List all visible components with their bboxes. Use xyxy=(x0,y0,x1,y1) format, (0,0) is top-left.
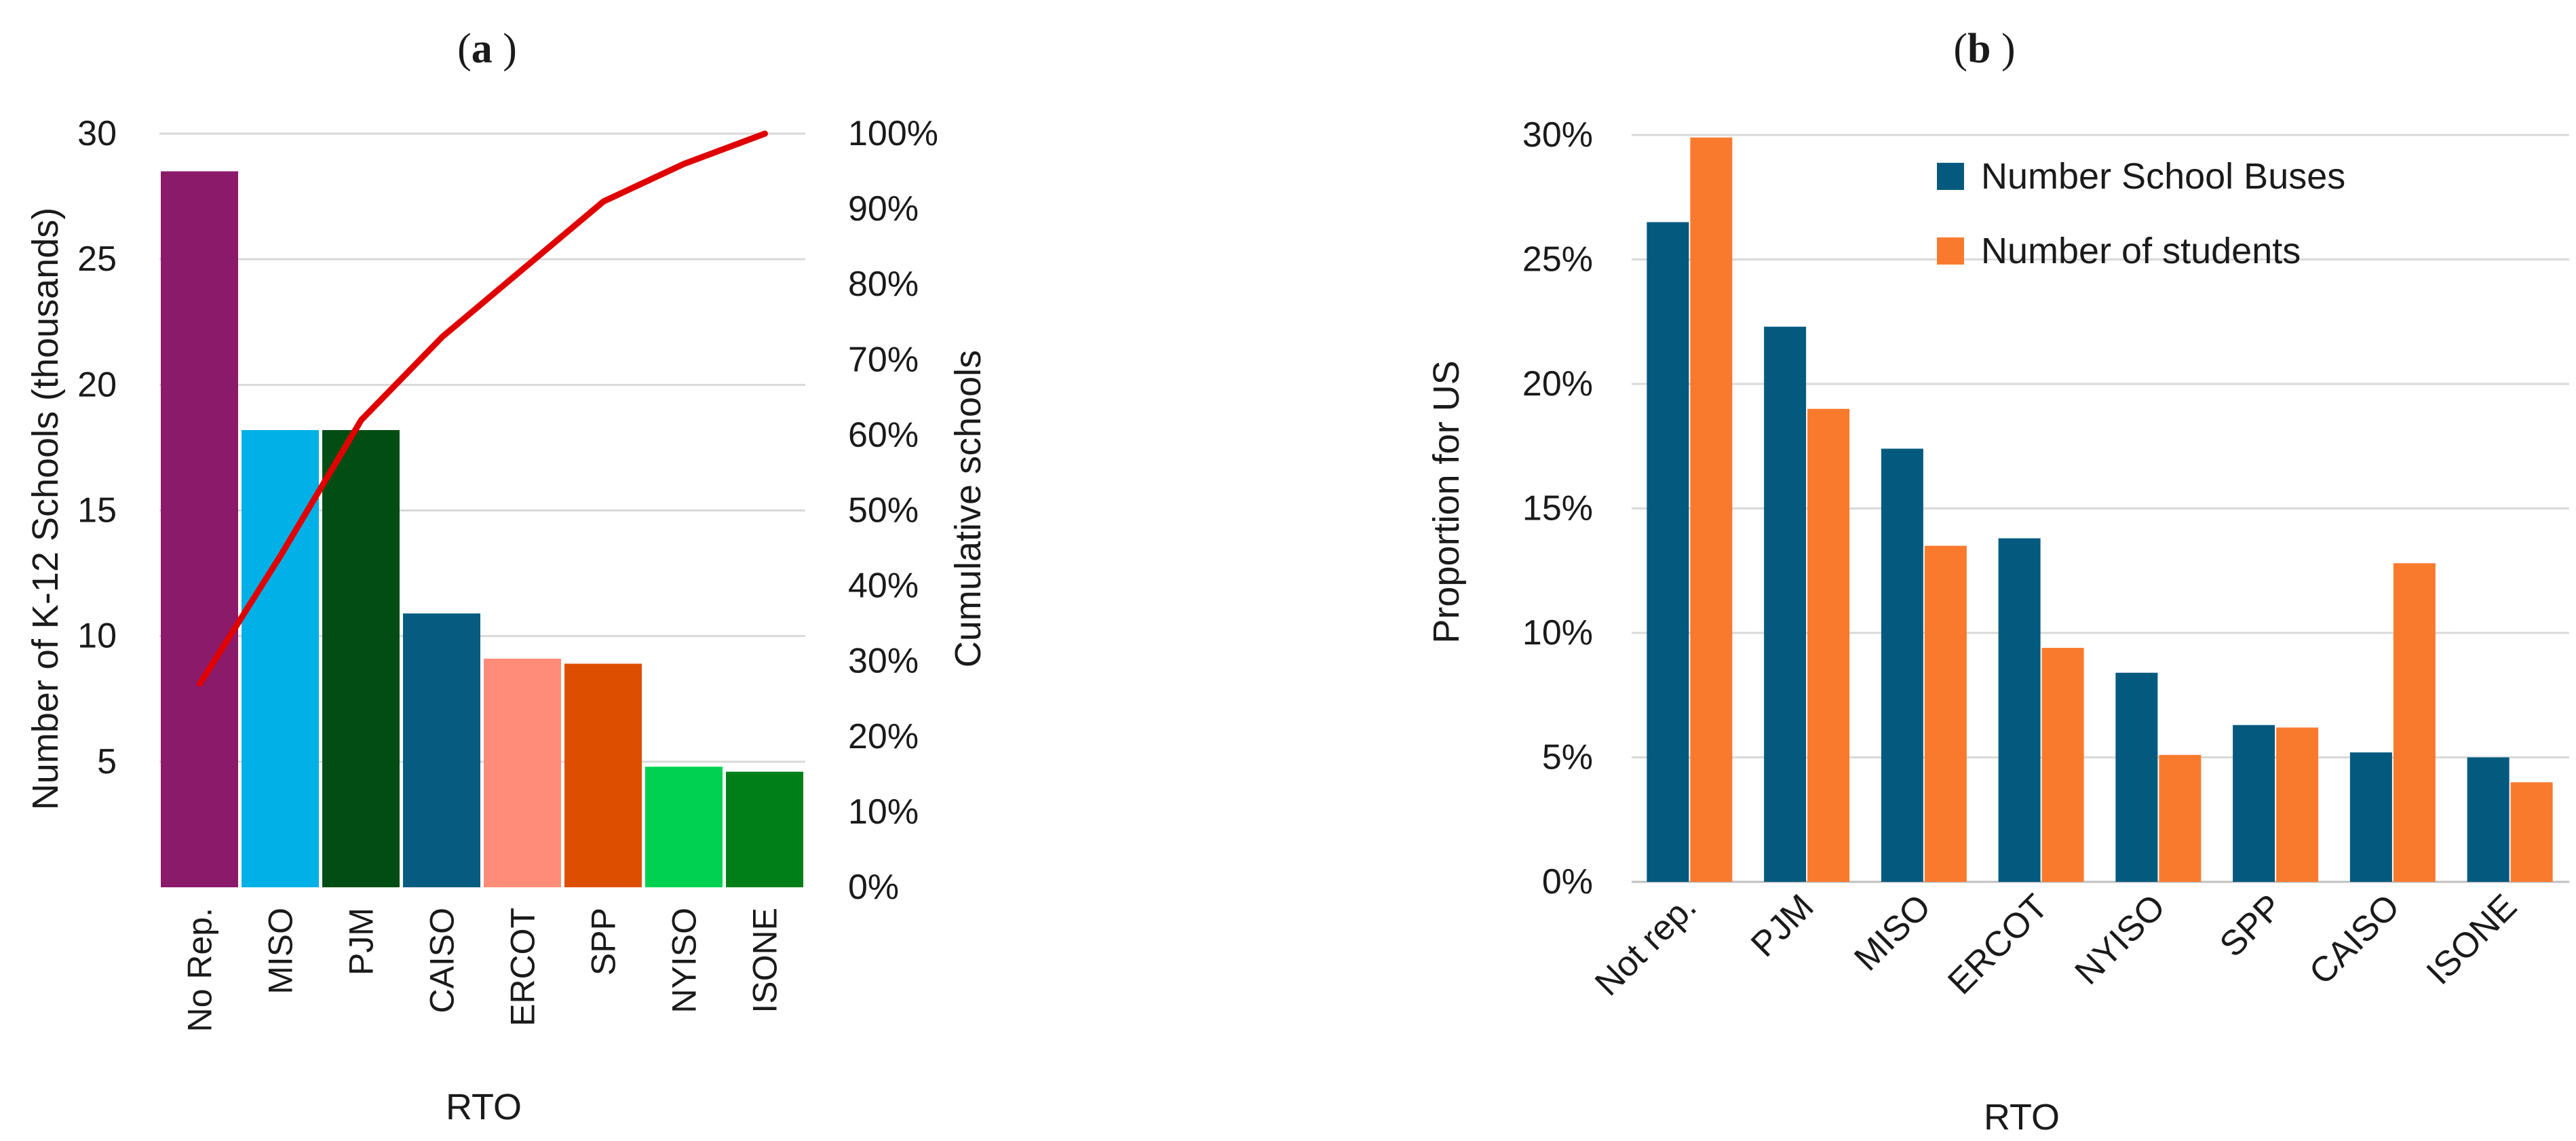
b-y-tick-label: 0% xyxy=(1542,862,1593,902)
b-x-axis-label: RTO xyxy=(1984,1097,2060,1138)
b-bar-buses-3 xyxy=(1998,538,2041,882)
a-x-tick-labels: No Rep. MISO PJM CAISO ERCOT SPP NYISO ISONE xyxy=(181,908,784,1032)
b-x-tick-label: ISONE xyxy=(2419,887,2524,992)
a-x-tick-label: CAISO xyxy=(423,908,461,1013)
b-bar-buses-4 xyxy=(2115,672,2158,882)
b-bars xyxy=(1647,137,2553,883)
a-bar-0 xyxy=(161,171,238,887)
panel-b-label: (b ) xyxy=(1953,26,2015,72)
b-x-tick-label: MISO xyxy=(1847,887,1938,978)
a-x-tick-label: SPP xyxy=(585,908,623,975)
a-x-tick-label: PJM xyxy=(343,908,381,975)
b-bar-buses-1 xyxy=(1764,326,1807,883)
b-bar-buses-5 xyxy=(2233,724,2275,882)
b-x-tick-label: CAISO xyxy=(2302,887,2407,992)
b-x-tick-labels: Not rep. PJM MISO ERCOT NYISO SPP CAISO ISONE xyxy=(1588,887,2524,1003)
b-x-tick-label: ERCOT xyxy=(1940,887,2056,1002)
a-bar-3 xyxy=(403,613,480,887)
a-x-tick-label: ISONE xyxy=(746,908,784,1013)
b-y-tick-label: 5% xyxy=(1542,738,1593,777)
a-cumulative-line xyxy=(197,130,768,687)
a-y2-tick-label: 40% xyxy=(848,566,919,606)
a-y-tick-label: 20 xyxy=(77,365,117,404)
b-x-tick-label: SPP xyxy=(2212,887,2290,965)
b-y-tick-label: 15% xyxy=(1522,489,1593,528)
a-y2-tick-label: 50% xyxy=(848,491,919,530)
b-y-axis-label: Proportion for US xyxy=(1426,360,1467,643)
panel-b: (b ) 0% 5% 10% 15% 20% 25% 30% Not rep. PJM MISO… xyxy=(1426,26,2569,1138)
a-y2-tick-label: 20% xyxy=(848,717,919,756)
a-bars xyxy=(161,171,803,887)
a-y-tick-labels: 5 10 15 20 25 30 xyxy=(77,114,117,781)
b-bar-buses-6 xyxy=(2349,752,2392,882)
a-y2-tick-label: 70% xyxy=(848,340,919,379)
b-legend-swatch-1 xyxy=(1937,237,1964,265)
b-bar-students-0 xyxy=(1690,137,1733,882)
a-x-tick-label: No Rep. xyxy=(181,908,219,1032)
b-y-tick-label: 20% xyxy=(1522,364,1593,404)
a-y2-tick-labels: 0% 10% 20% 30% 40% 50% 60% 70% 80% 90% 100% xyxy=(848,114,938,907)
b-bar-students-1 xyxy=(1807,408,1850,882)
a-y2-axis-label: Cumulative schools xyxy=(948,350,988,668)
b-bar-students-2 xyxy=(1924,545,1967,882)
b-bar-students-7 xyxy=(2510,782,2553,882)
a-bar-7 xyxy=(726,771,803,887)
a-y2-tick-label: 60% xyxy=(848,415,919,455)
a-bar-5 xyxy=(564,663,642,887)
b-y-tick-label: 30% xyxy=(1522,115,1593,155)
b-x-tick-label: NYISO xyxy=(2067,887,2172,992)
a-y-tick-label: 30 xyxy=(77,114,117,153)
a-y2-tick-label: 10% xyxy=(848,792,919,832)
a-cumulative-polyline xyxy=(197,130,768,687)
a-bar-6 xyxy=(645,767,723,887)
b-bar-students-4 xyxy=(2159,754,2202,882)
a-y-tick-label: 10 xyxy=(77,617,117,656)
b-bar-buses-2 xyxy=(1881,448,1923,882)
a-y-tick-label: 5 xyxy=(97,742,117,781)
a-x-tick-label: MISO xyxy=(262,908,300,994)
b-legend: Number School Buses Number of students xyxy=(1937,156,2345,271)
a-y2-tick-label: 80% xyxy=(848,265,919,304)
b-x-tick-label: PJM xyxy=(1744,887,1822,965)
panel-a-label: (a ) xyxy=(457,26,517,72)
b-bar-students-6 xyxy=(2393,563,2436,882)
a-y2-tick-label: 90% xyxy=(848,189,919,229)
b-x-tick-label: Not rep. xyxy=(1588,887,1704,1003)
a-y-tick-label: 25 xyxy=(77,239,117,279)
a-bar-1 xyxy=(242,429,319,887)
a-x-tick-label: ERCOT xyxy=(504,908,542,1026)
a-bar-2 xyxy=(322,429,400,887)
a-x-axis-label: RTO xyxy=(446,1087,522,1127)
b-bar-buses-7 xyxy=(2467,757,2510,882)
a-bar-4 xyxy=(484,658,561,887)
a-y2-tick-label: 30% xyxy=(848,642,919,681)
b-legend-label-1: Number of students xyxy=(1981,231,2301,271)
a-x-tick-label: NYISO xyxy=(666,908,704,1013)
b-bar-students-5 xyxy=(2276,727,2319,882)
a-y2-tick-label: 0% xyxy=(848,868,899,907)
b-y-tick-label: 25% xyxy=(1522,240,1593,279)
b-legend-swatch-0 xyxy=(1937,163,1964,190)
a-y-tick-label: 15 xyxy=(77,491,117,530)
b-y-tick-label: 10% xyxy=(1522,613,1593,653)
b-bar-buses-0 xyxy=(1647,222,1689,882)
panel-a: (a ) 5 10 15 20 25 30 0% 10% 20% 30% 40% 50% 60% 70%… xyxy=(25,26,988,1127)
a-y-axis-label: Number of K-12 Schools (thousands) xyxy=(25,208,66,810)
b-y-tick-labels: 0% 5% 10% 15% 20% 25% 30% xyxy=(1522,115,1593,902)
b-legend-label-0: Number School Buses xyxy=(1981,156,2345,197)
b-bar-students-3 xyxy=(2041,648,2084,882)
a-y2-tick-label: 100% xyxy=(848,114,938,153)
